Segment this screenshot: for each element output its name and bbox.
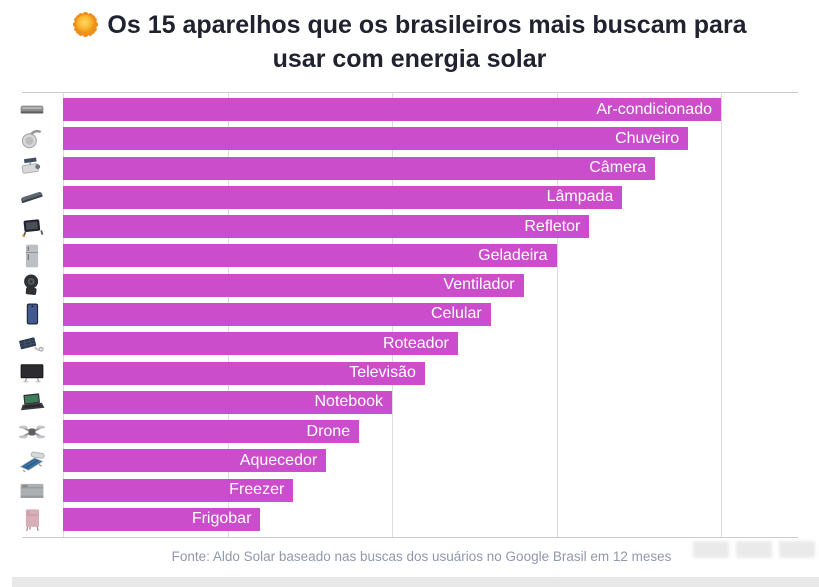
sun-emoji-icon <box>72 11 99 38</box>
television-icon <box>13 359 51 387</box>
bar-zone: Geladeira <box>51 244 819 268</box>
laptop-icon <box>13 388 51 416</box>
gridline <box>556 92 558 537</box>
title-line1: Os 15 aparelhos que os brasileiros mais … <box>107 11 747 39</box>
chart-row: Televisão <box>0 358 819 387</box>
street-lamp-icon <box>13 183 51 211</box>
air-conditioner-icon <box>13 96 51 124</box>
chart-row: Freezer <box>0 475 819 504</box>
bar-zone: Chuveiro <box>51 127 819 151</box>
chart-rows: Ar-condicionado Chuveiro Câmera Lâmpada <box>0 95 819 534</box>
bar[interactable]: Roteador <box>63 332 458 356</box>
bar-zone: Roteador <box>51 332 819 356</box>
bar-label: Aquecedor <box>239 451 318 469</box>
chart-row: Ar-condicionado <box>0 95 819 124</box>
bar-label: Televisão <box>349 364 416 382</box>
gridline <box>721 92 722 537</box>
chart-row: Celular <box>0 300 819 329</box>
bottom-strip <box>12 577 819 587</box>
chart-row: Lâmpada <box>0 183 819 212</box>
bar-label: Frigobar <box>191 510 252 528</box>
bar-zone: Notebook <box>51 390 819 414</box>
x-axis-line <box>22 537 798 538</box>
bar[interactable]: Aquecedor <box>63 449 327 473</box>
bar[interactable]: Lâmpada <box>63 185 623 209</box>
floodlight-icon <box>13 213 51 241</box>
bar-zone: Câmera <box>51 156 819 180</box>
bar-label: Celular <box>431 305 482 323</box>
bar-zone: Drone <box>51 420 819 444</box>
chart-row: Frigobar <box>0 505 819 534</box>
security-camera-icon <box>13 154 51 182</box>
chart-title: Os 15 aparelhos que os brasileiros mais … <box>0 8 819 76</box>
title-line2: usar com energia solar <box>272 45 547 73</box>
bar[interactable]: Televisão <box>63 361 425 385</box>
bar[interactable]: Ventilador <box>63 273 524 297</box>
mini-fridge-icon <box>13 505 51 533</box>
chart-row: Aquecedor <box>0 446 819 475</box>
bar-label: Refletor <box>524 217 581 235</box>
bar[interactable]: Notebook <box>63 390 392 414</box>
bar[interactable]: Refletor <box>63 215 590 239</box>
bar-label: Lâmpada <box>546 188 614 206</box>
bar-zone: Televisão <box>51 361 819 385</box>
chart-row: Geladeira <box>0 241 819 270</box>
bar-label: Ar-condicionado <box>596 100 712 118</box>
bar[interactable]: Geladeira <box>63 244 557 268</box>
plot-top-border <box>22 92 798 93</box>
refrigerator-icon <box>13 242 51 270</box>
bar-label: Chuveiro <box>615 129 680 147</box>
bar-zone: Aquecedor <box>51 449 819 473</box>
bar-zone: Freezer <box>51 478 819 502</box>
bar-label: Notebook <box>314 393 384 411</box>
chart-row: Refletor <box>0 212 819 241</box>
shower-head-icon <box>13 125 51 153</box>
chart-row: Notebook <box>0 388 819 417</box>
bar-label: Câmera <box>589 159 647 177</box>
portable-fan-icon <box>13 271 51 299</box>
bar-zone: Refletor <box>51 215 819 239</box>
watermark-area <box>693 541 815 558</box>
bar[interactable]: Celular <box>63 302 491 326</box>
bar-zone: Ventilador <box>51 273 819 297</box>
bar-zone: Ar-condicionado <box>51 98 819 122</box>
bar[interactable]: Freezer <box>63 478 294 502</box>
chart-row: Roteador <box>0 329 819 358</box>
bar-zone: Celular <box>51 302 819 326</box>
bar[interactable]: Frigobar <box>63 507 261 531</box>
drone-icon <box>13 418 51 446</box>
chart-row: Ventilador <box>0 271 819 300</box>
source-note: Fonte: Aldo Solar baseado nas buscas dos… <box>171 549 672 564</box>
bar-label: Roteador <box>382 334 449 352</box>
chart-row: Drone <box>0 417 819 446</box>
chart-row: Chuveiro <box>0 124 819 153</box>
bar-label: Ventilador <box>443 276 515 294</box>
chart-row: Câmera <box>0 154 819 183</box>
bar-zone: Lâmpada <box>51 185 819 209</box>
bar[interactable]: Câmera <box>63 156 656 180</box>
bar[interactable]: Drone <box>63 420 360 444</box>
bar-label: Freezer <box>229 481 285 499</box>
bar[interactable]: Chuveiro <box>63 127 689 151</box>
solar-water-heater-icon <box>13 447 51 475</box>
bar-zone: Frigobar <box>51 507 819 531</box>
bar[interactable]: Ar-condicionado <box>63 98 721 122</box>
smartphone-icon <box>13 300 51 328</box>
bar-label: Geladeira <box>478 246 548 264</box>
bar-label: Drone <box>306 422 351 440</box>
chest-freezer-icon <box>13 476 51 504</box>
solar-router-icon <box>13 330 51 358</box>
